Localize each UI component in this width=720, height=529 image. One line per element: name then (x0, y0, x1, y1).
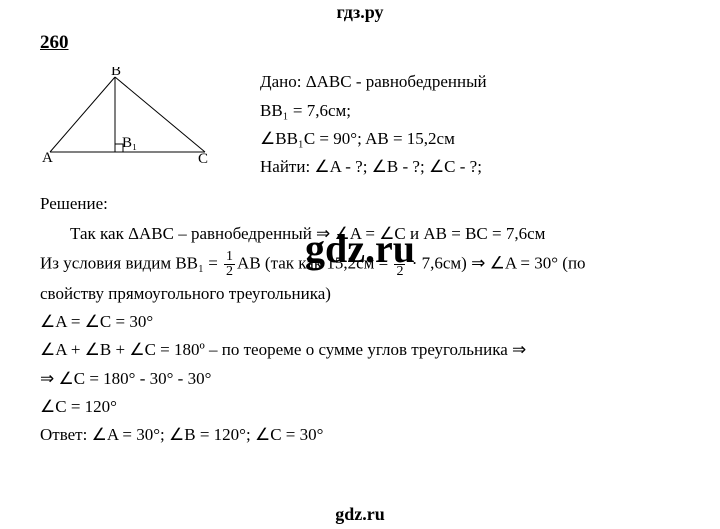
vertex-b1: B₁ (122, 135, 137, 151)
top-block: A B B₁ C Дано: ΔABC - равнобедренный BB₁… (40, 67, 680, 182)
vertex-c: C (198, 151, 208, 167)
solution-line-3: свойству прямоугольного треугольника) (40, 281, 680, 307)
given-line-4: Найти: ∠A - ?; ∠B - ?; ∠C - ?; (260, 154, 680, 180)
solution-line-7: ∠C = 120° (40, 394, 680, 420)
watermark-bottom: gdz.ru (0, 504, 720, 525)
triangle-diagram: A B B₁ C (40, 67, 220, 167)
solution-line-4: ∠A = ∠C = 30° (40, 309, 680, 335)
solution-label: Решение: (40, 191, 680, 217)
given-line-2: BB₁ = 7,6см; (260, 98, 680, 124)
problem-number: 260 (40, 28, 680, 57)
solution-line-5: ∠A + ∠B + ∠C = 180º – по теореме о сумме… (40, 337, 680, 363)
given-line-3: ∠BB₁C = 90°; AB = 15,2см (260, 126, 680, 152)
solution-line-6: ⇒ ∠C = 180° - 30° - 30° (40, 366, 680, 392)
given-line-1: Дано: ΔABC - равнобедренный (260, 69, 680, 95)
solution-line-8: Ответ: ∠A = 30°; ∠B = 120°; ∠C = 30° (40, 422, 680, 448)
vertex-b: B (111, 67, 121, 79)
vertex-a: A (42, 150, 53, 166)
watermark-center: gdz.ru (0, 225, 720, 272)
given-block: Дано: ΔABC - равнобедренный BB₁ = 7,6см;… (260, 67, 680, 182)
watermark-top: гдз.ру (0, 2, 720, 23)
